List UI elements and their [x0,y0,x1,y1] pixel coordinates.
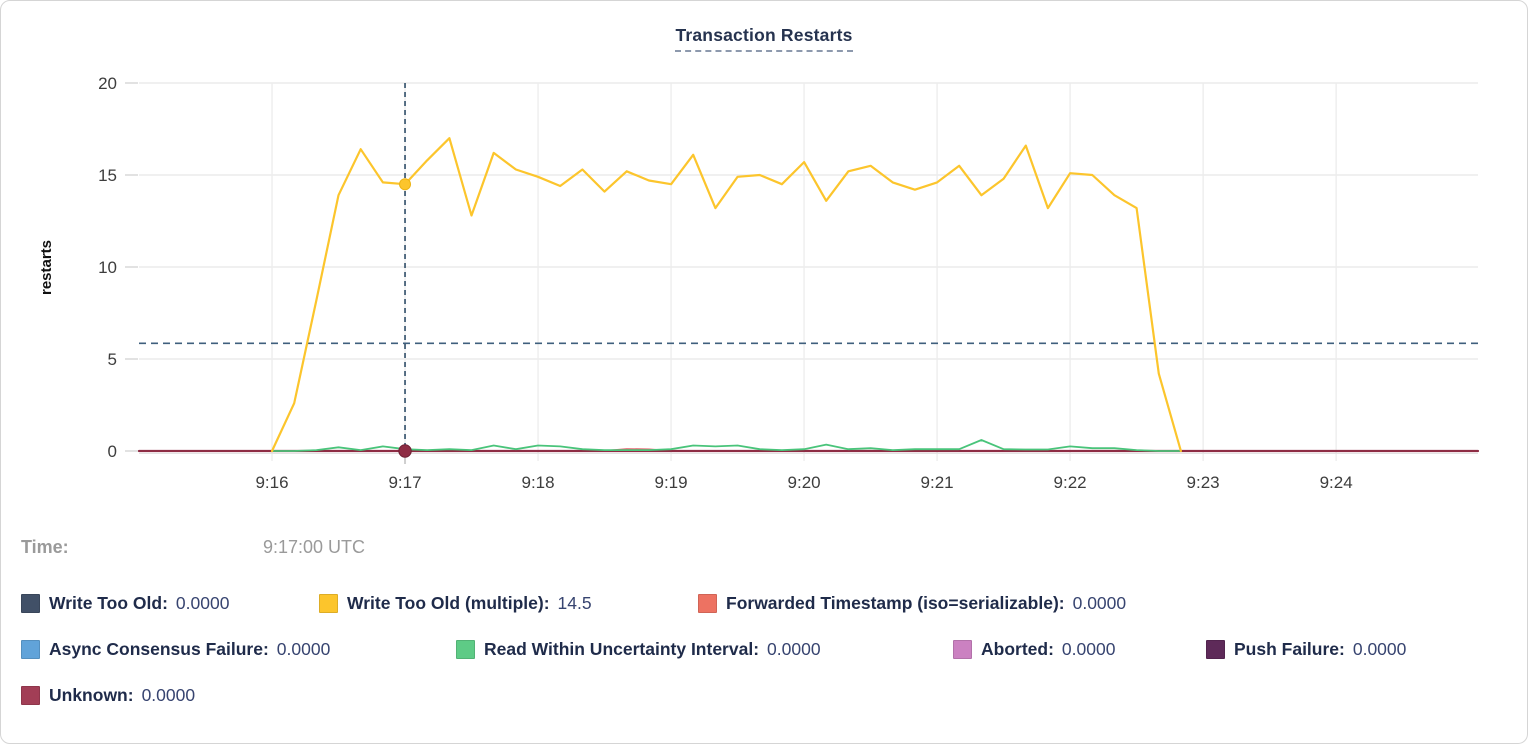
legend-item-label: Write Too Old: [49,592,168,613]
y-axis-label: restarts [35,83,59,451]
time-label: Time: [21,537,69,557]
series-line-read-within-uncertainty-interval [271,439,1182,452]
legend-item-value: 0.0000 [767,638,821,659]
legend-swatch-async-consensus-failure [21,639,40,659]
legend-swatch-forwarded-timestamp-iso-serializable [698,593,717,613]
legend-swatch-write-too-old [21,593,40,613]
x-tick-label: 9:16 [255,473,288,492]
legend-swatch-unknown [21,685,40,705]
x-tick-label: 9:20 [788,473,821,492]
legend-item-write-too-old[interactable]: Write Too Old: 0.0000 [21,590,229,616]
legend-item-value: 0.0000 [141,684,196,705]
legend-item-label: Async Consensus Failure: [49,638,269,659]
legend-item-label: Write Too Old (multiple): [347,592,550,613]
legend-item-label: Unknown: [49,684,134,705]
x-tick-label: 9:21 [921,473,954,492]
x-tick-label: 9:24 [1320,473,1353,492]
y-tick-label: 5 [108,350,117,369]
legend-swatch-aborted [953,639,972,659]
legend-item-read-within-uncertainty-interval[interactable]: Read Within Uncertainty Interval: 0.0000 [456,636,821,662]
x-tick-label: 9:19 [655,473,688,492]
legend-item-label: Aborted: [981,638,1054,659]
legend-swatch-write-too-old-multiple [319,593,338,613]
y-axis-label-text: restarts [38,239,56,295]
hover-point-write-too-old-multiple [399,178,412,191]
legend-item-value: 0.0000 [1061,638,1116,659]
legend-swatch-push-failure [1206,639,1225,659]
legend-item-forwarded-timestamp-iso-serializable[interactable]: Forwarded Timestamp (iso=serializable): 0… [698,590,1126,616]
chart-title[interactable]: Transaction Restarts [675,25,853,52]
legend-item-write-too-old-multiple[interactable]: Write Too Old (multiple): 14.5 [319,590,592,616]
x-tick-label: 9:18 [521,473,554,492]
legend-item-value: 0.0000 [175,592,230,613]
legend-item-label: Forwarded Timestamp (iso=serializable): [726,592,1065,613]
series-line-write-too-old-multiple [270,137,1183,453]
legend-item-push-failure[interactable]: Push Failure: 0.0000 [1206,636,1406,662]
legend-item-value: 0.0000 [1352,638,1407,659]
x-tick-label: 9:17 [388,473,421,492]
y-tick-label: 0 [108,442,117,461]
legend-item-value: 14.5 [557,592,592,613]
x-tick-label: 9:22 [1054,473,1087,492]
legend-item-aborted[interactable]: Aborted: 0.0000 [953,636,1115,662]
legend-item-value: 0.0000 [1072,592,1127,613]
hover-point-unknown [398,444,412,458]
legend-item-label: Read Within Uncertainty Interval: [484,638,760,659]
hover-time-row: Time: 9:17:00 UTC [21,537,365,561]
y-tick-label: 20 [98,74,117,93]
legend-row-3: Unknown: 0.0000 [1,682,1527,708]
legend-swatch-read-within-uncertainty-interval [456,639,475,659]
chart-title-row: Transaction Restarts [1,25,1527,52]
line-chart[interactable]: 0 5 10 15 20 9:16 9:17 9:18 9:19 9:20 9:21 9:22 9:23… [1,1,1528,521]
legend-item-label: Push Failure: [1234,638,1345,659]
legend-row-1: Write Too Old: 0.0000 Write Too Old (multi… [1,590,1527,616]
x-tick-label: 9:23 [1187,473,1220,492]
legend-item-unknown[interactable]: Unknown: 0.0000 [21,682,195,708]
time-value: 9:17:00 UTC [263,537,366,557]
y-tick-label: 10 [98,258,117,277]
legend-item-value: 0.0000 [276,638,331,659]
y-tick-label: 15 [98,166,117,185]
legend-row-2: Async Consensus Failure: 0.0000 Read Withi… [1,636,1527,662]
legend-item-async-consensus-failure[interactable]: Async Consensus Failure: 0.0000 [21,636,330,662]
